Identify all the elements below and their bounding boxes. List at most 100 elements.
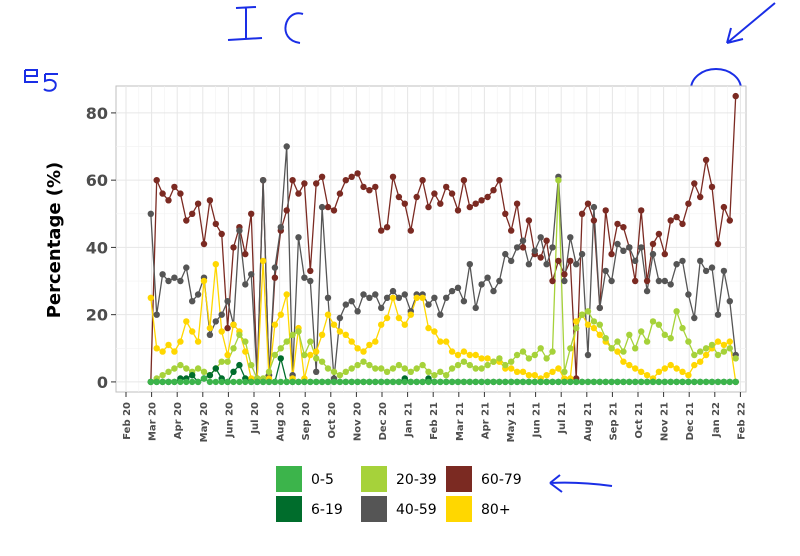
data-point-0-5 bbox=[478, 378, 485, 386]
data-point-40-59 bbox=[626, 244, 633, 251]
data-point-0-5 bbox=[649, 378, 657, 386]
data-point-20-39 bbox=[590, 318, 598, 325]
legend: 0-5 20-39 60-79 6-19 40-59 80+ bbox=[276, 466, 522, 522]
data-point-20-39 bbox=[632, 345, 639, 352]
y-tick-label: 40 bbox=[86, 238, 108, 257]
data-point-60-79 bbox=[638, 207, 645, 214]
data-point-0-5 bbox=[697, 378, 704, 386]
data-point-60-79 bbox=[419, 177, 426, 184]
data-point-0-5 bbox=[484, 378, 491, 386]
data-point-40-59 bbox=[271, 264, 279, 271]
data-point-60-79 bbox=[389, 173, 397, 180]
x-tick-label: Jul 21 bbox=[557, 402, 568, 435]
data-point-80+ bbox=[283, 291, 290, 298]
data-point-60-79 bbox=[466, 203, 473, 211]
data-point-40-59 bbox=[218, 311, 225, 318]
data-point-20-39 bbox=[295, 328, 302, 335]
data-point-60-79 bbox=[490, 187, 497, 194]
data-point-20-39 bbox=[537, 345, 544, 352]
data-point-40-59 bbox=[212, 318, 219, 325]
data-point-0-5 bbox=[224, 378, 231, 386]
data-point-60-79 bbox=[525, 217, 533, 224]
data-point-0-5 bbox=[419, 378, 426, 386]
data-point-60-79 bbox=[726, 217, 733, 224]
data-point-0-5 bbox=[537, 378, 544, 386]
data-point-40-59 bbox=[655, 277, 663, 285]
data-point-0-5 bbox=[336, 378, 344, 386]
x-tick-label: Jul 20 bbox=[250, 402, 261, 435]
data-point-60-79 bbox=[183, 217, 190, 224]
data-point-40-59 bbox=[248, 271, 255, 278]
data-point-0-5 bbox=[313, 378, 320, 386]
data-point-20-39 bbox=[726, 345, 733, 352]
x-tick-label: Jan 22 bbox=[711, 402, 722, 438]
data-point-60-79 bbox=[165, 197, 172, 204]
y-tick-label: 80 bbox=[86, 104, 108, 123]
data-point-60-79 bbox=[513, 200, 521, 207]
data-point-80+ bbox=[478, 355, 485, 362]
data-point-20-39 bbox=[218, 358, 225, 365]
data-point-40-59 bbox=[401, 291, 408, 298]
data-point-0-5 bbox=[590, 378, 598, 386]
data-point-60-79 bbox=[448, 190, 456, 197]
series-line-60-79 bbox=[150, 96, 737, 382]
data-point-60-79 bbox=[714, 240, 722, 248]
data-point-20-39 bbox=[200, 368, 208, 375]
data-point-40-59 bbox=[649, 250, 657, 258]
data-point-20-39 bbox=[667, 335, 674, 342]
data-point-40-59 bbox=[679, 257, 686, 265]
data-point-40-59 bbox=[691, 314, 698, 322]
data-point-80+ bbox=[189, 328, 196, 335]
data-point-60-79 bbox=[348, 173, 355, 180]
data-point-40-59 bbox=[620, 247, 627, 254]
data-point-0-5 bbox=[502, 378, 509, 386]
data-point-60-79 bbox=[584, 200, 592, 207]
data-point-0-5 bbox=[720, 378, 728, 386]
data-point-40-59 bbox=[383, 294, 391, 301]
data-point-0-5 bbox=[189, 378, 196, 386]
data-point-80+ bbox=[596, 331, 603, 338]
data-point-80+ bbox=[726, 338, 733, 345]
data-point-0-5 bbox=[673, 378, 680, 386]
data-point-6-19 bbox=[212, 365, 219, 372]
data-point-0-5 bbox=[513, 378, 521, 386]
data-point-40-59 bbox=[153, 311, 160, 318]
data-point-40-59 bbox=[283, 143, 290, 150]
data-point-80+ bbox=[318, 331, 326, 338]
data-point-60-79 bbox=[685, 200, 692, 207]
data-point-0-5 bbox=[561, 378, 568, 386]
data-point-80+ bbox=[437, 338, 444, 345]
data-point-0-5 bbox=[549, 378, 556, 386]
data-point-60-79 bbox=[691, 180, 698, 187]
data-point-20-39 bbox=[702, 345, 710, 352]
data-point-80+ bbox=[614, 348, 621, 355]
data-point-80+ bbox=[549, 368, 556, 375]
data-point-20-39 bbox=[460, 358, 468, 365]
data-point-20-39 bbox=[378, 365, 385, 372]
data-point-60-79 bbox=[218, 230, 225, 238]
x-tick-label: Feb 20 bbox=[122, 402, 133, 440]
data-point-20-39 bbox=[655, 321, 663, 328]
data-point-60-79 bbox=[519, 244, 527, 251]
scribble-letter-i bbox=[235, 6, 257, 38]
data-point-80+ bbox=[383, 314, 391, 322]
data-point-20-39 bbox=[561, 368, 568, 375]
data-point-40-59 bbox=[714, 311, 722, 318]
data-point-80+ bbox=[307, 351, 314, 359]
data-point-0-5 bbox=[383, 378, 391, 386]
data-point-40-59 bbox=[437, 311, 444, 318]
data-point-40-59 bbox=[336, 314, 344, 322]
x-tick-label: May 21 bbox=[506, 402, 517, 442]
data-point-0-5 bbox=[330, 378, 338, 386]
data-point-20-39 bbox=[419, 361, 426, 369]
data-point-0-5 bbox=[354, 378, 361, 386]
x-tick-label: Nov 20 bbox=[352, 402, 363, 441]
data-point-40-59 bbox=[147, 210, 154, 217]
data-point-80+ bbox=[271, 321, 279, 328]
x-tick-label: Jan 21 bbox=[404, 402, 415, 438]
data-point-40-59 bbox=[194, 291, 202, 298]
data-point-80+ bbox=[555, 365, 562, 372]
data-point-60-79 bbox=[661, 250, 668, 258]
data-point-60-79 bbox=[555, 257, 562, 265]
